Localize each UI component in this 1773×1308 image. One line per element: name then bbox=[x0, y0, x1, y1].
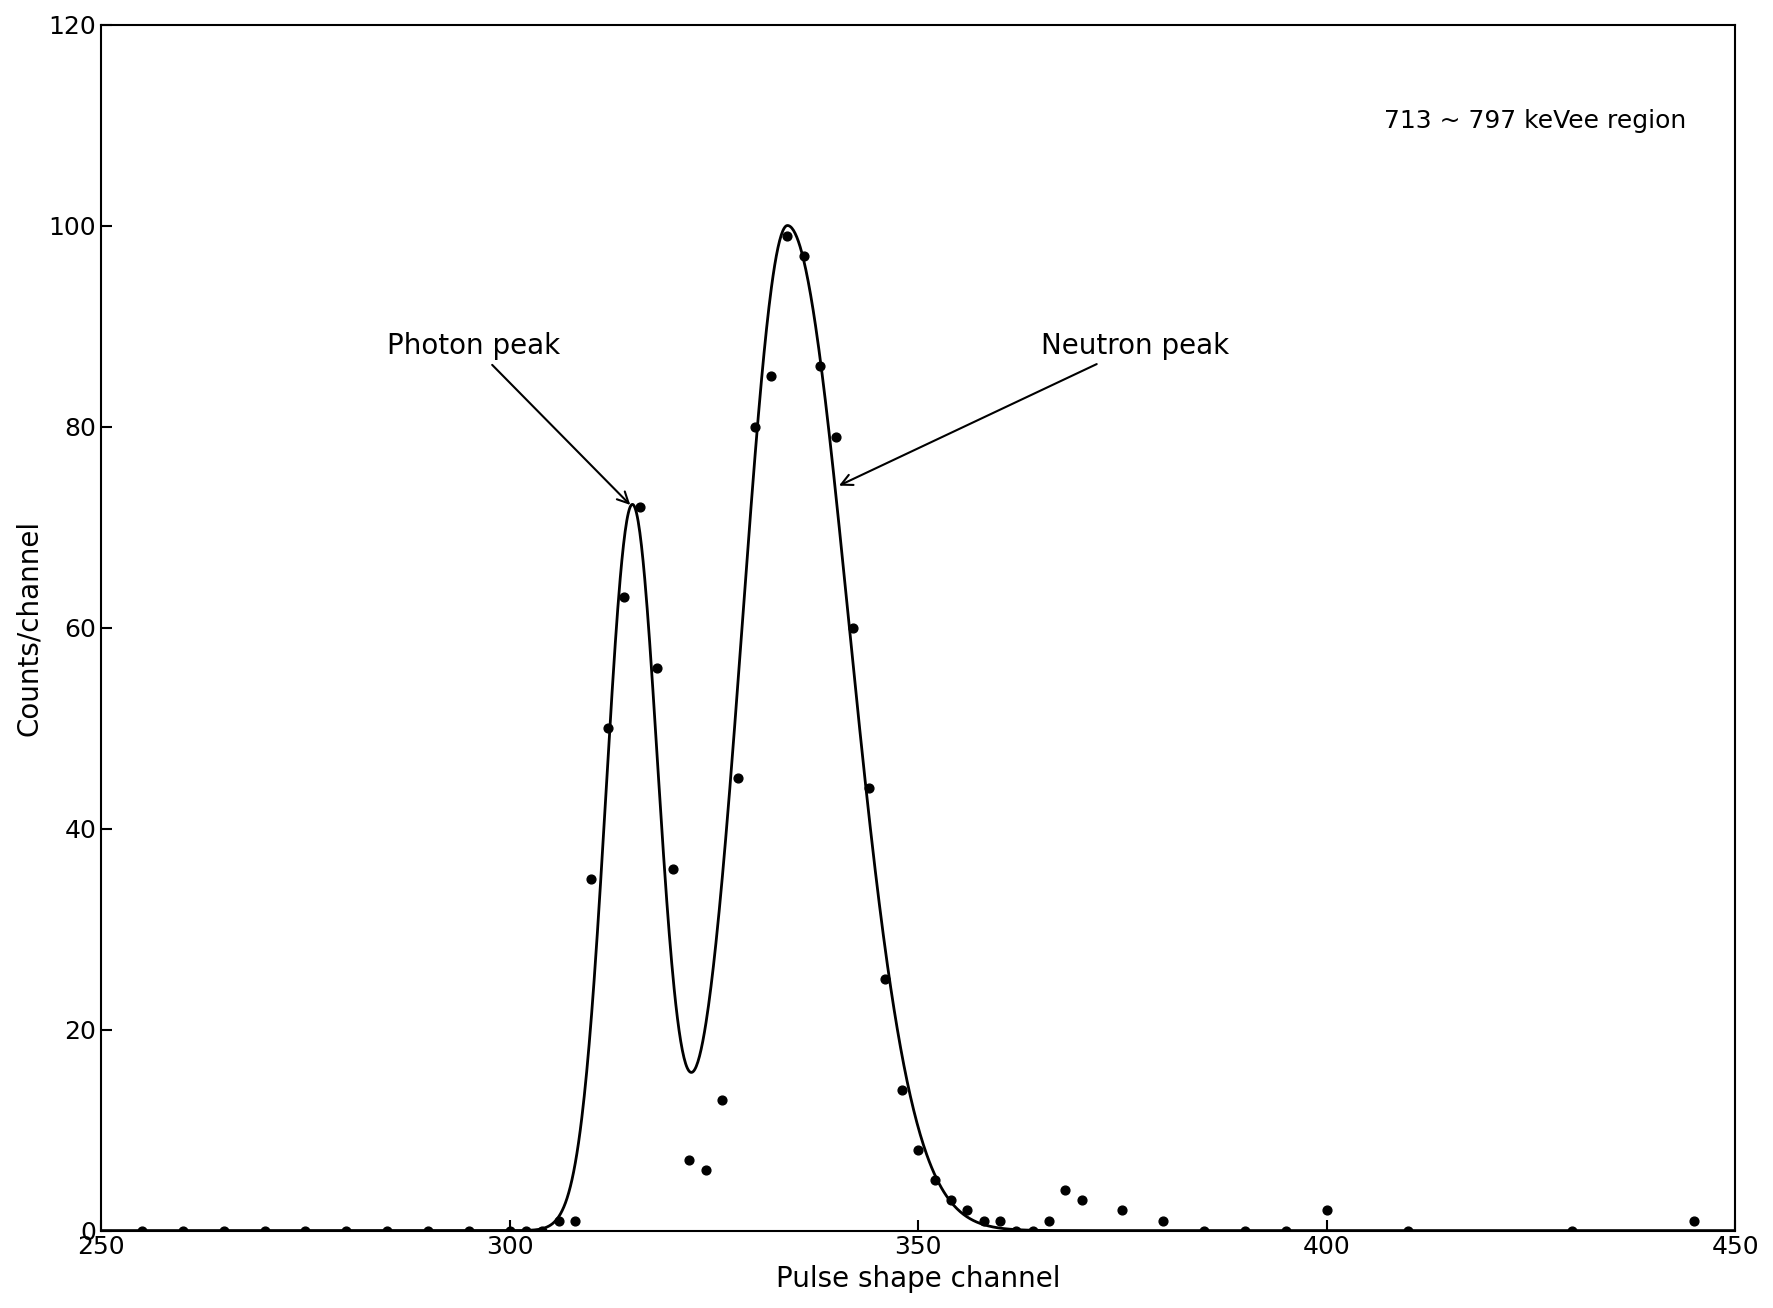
Point bbox=[1018, 1220, 1046, 1241]
Point bbox=[560, 1210, 589, 1231]
Point bbox=[839, 617, 867, 638]
Point bbox=[495, 1220, 523, 1241]
Point bbox=[454, 1220, 482, 1241]
Point bbox=[1312, 1199, 1340, 1220]
Point bbox=[739, 416, 768, 437]
Point bbox=[626, 497, 654, 518]
Point bbox=[413, 1220, 441, 1241]
Text: Photon peak: Photon peak bbox=[387, 332, 628, 504]
Point bbox=[676, 1150, 704, 1171]
Point bbox=[968, 1210, 996, 1231]
Point bbox=[372, 1220, 401, 1241]
Point bbox=[823, 426, 851, 447]
Point bbox=[576, 869, 605, 889]
Point bbox=[291, 1220, 319, 1241]
Point bbox=[805, 356, 833, 377]
X-axis label: Pulse shape channel: Pulse shape channel bbox=[775, 1265, 1060, 1294]
Point bbox=[1002, 1220, 1030, 1241]
Point bbox=[128, 1220, 156, 1241]
Point bbox=[952, 1199, 980, 1220]
Point bbox=[871, 969, 899, 990]
Point bbox=[757, 366, 785, 387]
Point bbox=[707, 1090, 736, 1110]
Point bbox=[1271, 1220, 1300, 1241]
Point bbox=[855, 778, 883, 799]
Point bbox=[1394, 1220, 1422, 1241]
Point bbox=[773, 225, 801, 246]
Point bbox=[904, 1139, 933, 1160]
Point bbox=[658, 858, 686, 879]
Text: 713 ~ 797 keVee region: 713 ~ 797 keVee region bbox=[1383, 109, 1684, 133]
Point bbox=[528, 1220, 557, 1241]
Point bbox=[1108, 1199, 1136, 1220]
Point bbox=[1067, 1190, 1096, 1211]
Point bbox=[789, 245, 817, 266]
Point bbox=[886, 1079, 915, 1100]
Point bbox=[986, 1210, 1014, 1231]
Point bbox=[642, 658, 670, 679]
Point bbox=[1679, 1210, 1707, 1231]
Point bbox=[1190, 1220, 1218, 1241]
Point bbox=[544, 1210, 573, 1231]
Point bbox=[1557, 1220, 1585, 1241]
Y-axis label: Counts/channel: Counts/channel bbox=[14, 519, 43, 735]
Point bbox=[168, 1220, 197, 1241]
Point bbox=[920, 1169, 949, 1190]
Point bbox=[1034, 1210, 1062, 1231]
Point bbox=[1050, 1180, 1078, 1201]
Text: Neutron peak: Neutron peak bbox=[840, 332, 1229, 485]
Point bbox=[250, 1220, 278, 1241]
Point bbox=[332, 1220, 360, 1241]
Point bbox=[936, 1190, 965, 1211]
Point bbox=[209, 1220, 238, 1241]
Point bbox=[1230, 1220, 1259, 1241]
Point bbox=[691, 1160, 720, 1181]
Point bbox=[594, 718, 622, 739]
Point bbox=[1149, 1210, 1177, 1231]
Point bbox=[723, 768, 752, 789]
Point bbox=[610, 587, 638, 608]
Point bbox=[512, 1220, 541, 1241]
